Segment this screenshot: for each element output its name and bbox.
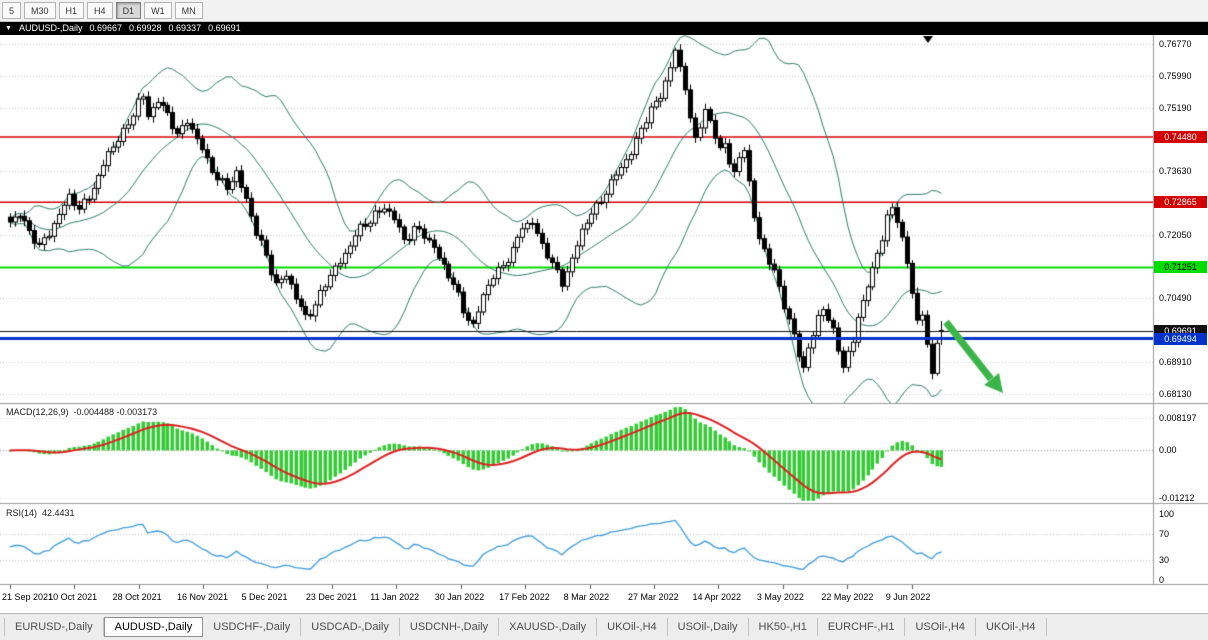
ohlc-high: 0.69928 [129,23,162,33]
ohlc-close: 0.69691 [208,23,241,33]
chart-tab-usdcad-daily[interactable]: USDCAD-,Daily [301,618,400,636]
date-label: 5 Dec 2021 [241,592,288,602]
price-level-badge: 0.69494 [1154,332,1207,345]
price-grid-label: 0.70490 [1159,293,1192,304]
chart-tab-eurchf-h1[interactable]: EURCHF-,H1 [818,618,906,636]
rsi-value: 42.4431 [42,508,75,518]
price-level-badge: 0.71251 [1154,261,1207,274]
rsi-axis-label: 100 [1159,509,1175,519]
date-label: 16 Nov 2021 [177,592,229,602]
chart-tab-audusd-daily[interactable]: AUDUSD-,Daily [103,617,204,637]
ohlc-low: 0.69337 [168,23,202,33]
price-grid-label: 0.76770 [1159,39,1192,50]
date-label: 11 Jan 2022 [370,592,420,602]
timeframe-button-h4[interactable]: H4 [87,2,113,19]
date-label: 23 Dec 2021 [305,592,357,602]
chart-tab-usoil-daily[interactable]: USOil-,Daily [668,618,749,636]
macd-axis-label: -0.01212 [1159,493,1195,504]
chart-tabbar: EURUSD-,Daily AUDUSD-,Daily USDCHF-,Daily U… [0,613,1208,640]
date-label: 28 Oct 2021 [112,592,162,602]
date-label: 9 Jun 2022 [885,592,931,602]
price-grid-label: 0.75990 [1159,70,1192,81]
price-level-badge: 0.74480 [1154,130,1207,143]
rsi-axis-label: 0 [1159,575,1165,585]
timeframe-button-h1[interactable]: H1 [58,2,85,19]
date-label: 3 May 2022 [756,592,804,602]
timeframe-toolbar: 5 M30 H1 H4 D1 W1 MN [0,0,1208,22]
date-label: 30 Jan 2022 [434,592,485,602]
chart-tab-usoil-h4[interactable]: USOil-,H4 [905,618,976,636]
chart-tab-hk50-h1[interactable]: HK50-,H1 [749,618,818,636]
date-label: 8 Mar 2022 [563,592,610,602]
chart-tab-eurusd-daily[interactable]: EURUSD-,Daily [4,618,104,636]
rsi-name: RSI(14) [6,508,38,518]
timeframe-button-5[interactable]: 5 [2,2,22,19]
macd-axis-label: 0.008197 [1159,413,1197,424]
macd-values: -0.004488 -0.003173 [73,407,158,417]
price-grid-label: 0.68910 [1159,357,1192,368]
date-label: 14 Apr 2022 [692,592,742,602]
date-label: 10 Oct 2021 [48,592,98,602]
price-grid-label: 0.72050 [1159,230,1192,241]
chart-tab-xauusd-daily[interactable]: XAUUSD-,Daily [499,618,598,636]
timeframe-button-mn[interactable]: MN [174,2,203,19]
timeframe-button-d1[interactable]: D1 [115,2,142,19]
date-label: 17 Feb 2022 [499,592,550,602]
chart-tab-usdcnh-daily[interactable]: USDCNH-,Daily [400,618,500,636]
price-chart-canvas[interactable] [0,22,1208,613]
price-axis[interactable]: 0.76770 0.75990 0.75190 0.73630 0.72050 0.704… [1153,35,1208,613]
price-level-badge: 0.72865 [1154,196,1207,209]
timeframe-button-w1[interactable]: W1 [144,2,172,19]
timeframe-button-m30[interactable]: M30 [24,2,56,19]
collapse-icon[interactable]: ▼ [5,25,12,32]
date-label: 27 Mar 2022 [628,592,679,602]
chart-tab-ukoil-h4[interactable]: UKOil-,H4 [597,618,668,636]
rsi-axis-label: 70 [1159,528,1170,539]
chart-symbol-label: AUDUSD-,Daily [18,23,83,33]
ohlc-open: 0.69667 [89,23,122,33]
chart-region: ▼ AUDUSD-,Daily 0.69667 0.69928 0.69337 … [0,22,1208,613]
price-grid-label: 0.73630 [1159,166,1192,177]
macd-axis-label: 0.00 [1159,445,1177,456]
chart-tab-usdchf-daily[interactable]: USDCHF-,Daily [203,618,302,636]
rsi-label: RSI(14) 42.4431 [6,508,75,518]
macd-label: MACD(12,26,9) -0.004488 -0.003173 [6,407,157,417]
macd-name: MACD(12,26,9) [6,407,69,417]
time-axis[interactable]: 21 Sep 2021 10 Oct 2021 28 Oct 2021 16 Nov … [0,585,1208,613]
chart-tab-ukoil-h4[interactable]: UKOil-,H4 [976,618,1047,636]
price-grid-label: 0.75190 [1159,103,1192,114]
chart-title-bar: ▼ AUDUSD-,Daily 0.69667 0.69928 0.69337 … [0,22,1208,35]
date-label: 21 Sep 2021 [2,592,54,602]
price-grid-label: 0.68130 [1159,388,1192,399]
date-label: 22 May 2022 [821,592,874,602]
rsi-axis-label: 30 [1159,555,1170,566]
